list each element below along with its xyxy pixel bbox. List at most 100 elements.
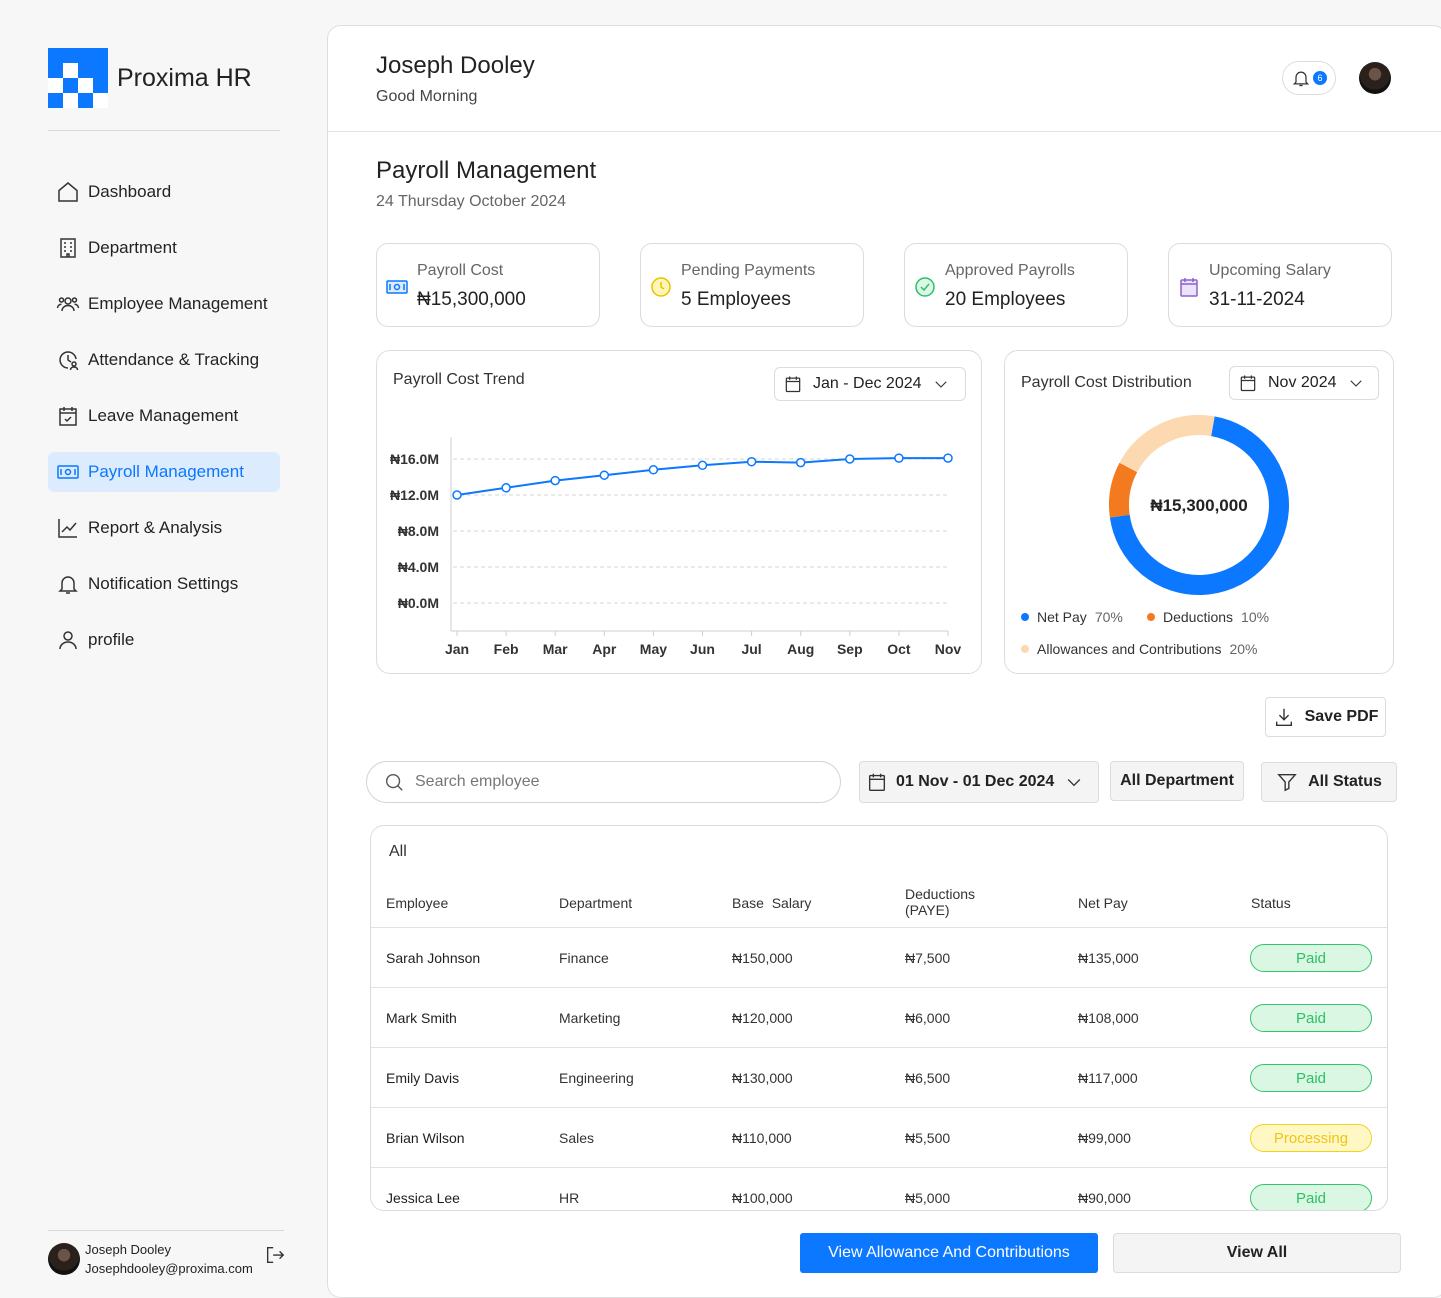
save-pdf-label: Save PDF	[1304, 708, 1379, 725]
table-header-divider	[371, 927, 1387, 928]
bell-icon	[1292, 71, 1310, 87]
cell-department: Engineering	[559, 1070, 634, 1086]
table-row[interactable]: Mark Smith Marketing ₦120,000 ₦6,000 ₦10…	[371, 988, 1387, 1048]
avatar[interactable]	[48, 1243, 80, 1275]
stat-card-pending-payments: Pending Payments 5 Employees	[640, 243, 864, 327]
stat-card-approved-payrolls: Approved Payrolls 20 Employees	[904, 243, 1128, 327]
date-range-select[interactable]: 01 Nov - 01 Dec 2024	[859, 761, 1099, 803]
status-badge: Paid	[1250, 1184, 1372, 1210]
status-filter[interactable]: All Status	[1261, 762, 1397, 802]
sidebar-item-employee-management[interactable]: Employee Management	[48, 284, 280, 324]
legend-pct: 10%	[1241, 609, 1270, 625]
clock-user-icon	[59, 351, 79, 371]
cell-deductions: ₦5,500	[905, 1130, 951, 1146]
distribution-period-value: Nov 2024	[1268, 374, 1337, 391]
department-filter[interactable]: All Department	[1110, 761, 1244, 801]
column-header-department: Department	[559, 895, 633, 911]
legend-dot	[1147, 613, 1155, 621]
calendar-icon	[1180, 278, 1198, 297]
clock-icon	[651, 277, 671, 297]
stat-label: Pending Payments	[681, 262, 816, 279]
logo-mark-icon	[48, 48, 108, 108]
search-input[interactable]	[415, 773, 815, 791]
cell-base-salary: ₦130,000	[732, 1070, 793, 1086]
status-badge: Paid	[1250, 1064, 1372, 1092]
cell-net-pay: ₦99,000	[1078, 1130, 1131, 1146]
donut-center-total: ₦15,300,000	[1150, 496, 1247, 515]
sidebar-item-leave-management[interactable]: Leave Management	[48, 396, 280, 436]
sidebar-item-label: Notification Settings	[88, 574, 239, 593]
sidebar-item-attendance[interactable]: Attendance & Tracking	[48, 340, 280, 380]
cell-employee: Emily Davis	[386, 1070, 460, 1086]
table-row[interactable]: Sarah Johnson Finance ₦150,000 ₦7,500 ₦1…	[371, 928, 1387, 988]
column-header-employee: Employee	[386, 895, 449, 911]
app-logo[interactable]: Proxima HR	[48, 48, 252, 108]
app-name: Proxima HR	[117, 63, 252, 92]
sidebar-item-dashboard[interactable]: Dashboard	[48, 172, 280, 212]
data-point	[746, 456, 757, 467]
view-allowance-button[interactable]: View Allowance And Contributions	[800, 1233, 1098, 1273]
logout-icon[interactable]	[264, 1244, 286, 1266]
sidebar-item-report-analysis[interactable]: Report & Analysis	[48, 508, 280, 548]
header-avatar[interactable]	[1359, 62, 1391, 94]
cell-base-salary: ₦150,000	[732, 950, 793, 966]
date-range-value: 01 Nov - 01 Dec 2024	[896, 773, 1055, 790]
chevron-down-icon	[1068, 779, 1081, 787]
trend-range-select[interactable]: Jan - Dec 2024	[774, 367, 966, 401]
legend-label: Net Pay	[1037, 609, 1087, 625]
sidebar-item-department[interactable]: Department	[48, 228, 280, 268]
data-point	[599, 470, 610, 480]
donut-slice-allowances-and-contributions	[1119, 415, 1215, 473]
x-tick-label: Mar	[543, 641, 568, 657]
cell-department: Finance	[559, 950, 609, 966]
search-box	[366, 761, 841, 803]
table-filter-tab-all[interactable]: All	[389, 843, 407, 860]
data-point	[452, 490, 462, 500]
sidebar-item-profile[interactable]: profile	[48, 620, 280, 660]
calendar-icon	[868, 773, 886, 791]
payroll-distribution-card: Payroll Cost Distribution Nov 2024 ₦15,3…	[1004, 350, 1394, 674]
home-icon	[58, 182, 78, 202]
bell-icon	[58, 576, 78, 594]
building-icon	[60, 238, 76, 258]
save-pdf-button[interactable]: Save PDF	[1265, 697, 1386, 737]
notifications-button[interactable]: 6	[1282, 61, 1336, 95]
chevron-down-icon	[934, 381, 947, 388]
x-tick-label: Jul	[741, 641, 761, 657]
legend-pct: 20%	[1229, 641, 1258, 657]
table-row[interactable]: Brian Wilson Sales ₦110,000 ₦5,500 ₦99,0…	[371, 1108, 1387, 1168]
sidebar-item-label: Department	[88, 238, 177, 257]
x-tick-label: Jun	[690, 641, 715, 657]
sidebar-item-payroll-management[interactable]: Payroll Management	[48, 452, 280, 492]
data-point	[795, 457, 806, 468]
sidebar-item-label: Report & Analysis	[88, 518, 223, 537]
cell-department: HR	[559, 1190, 580, 1206]
stat-value: 31-11-2024	[1209, 289, 1305, 310]
cell-net-pay: ₦90,000	[1078, 1190, 1131, 1206]
search-icon	[385, 773, 403, 791]
legend-label: Deductions	[1163, 609, 1234, 625]
cell-net-pay: ₦108,000	[1078, 1010, 1139, 1026]
cell-net-pay: ₦117,000	[1078, 1070, 1138, 1086]
data-point	[943, 453, 953, 463]
x-tick-label: Sep	[837, 641, 863, 657]
table-row[interactable]: Emily Davis Engineering ₦130,000 ₦6,500 …	[371, 1048, 1387, 1108]
legend-pct: 70%	[1094, 609, 1123, 625]
cell-employee: Sarah Johnson	[386, 950, 481, 966]
donut-slice-net-pay	[1109, 416, 1289, 595]
sidebar-item-notification-settings[interactable]: Notification Settings	[48, 564, 280, 604]
table-row[interactable]: Jessica Lee HR ₦100,000 ₦5,000 ₦90,000 P…	[371, 1168, 1387, 1210]
user-icon	[59, 631, 77, 650]
user-name: Joseph Dooley	[85, 1242, 171, 1257]
cell-employee: Mark Smith	[386, 1010, 457, 1026]
status-badge: Processing	[1250, 1124, 1372, 1152]
trend-range-value: Jan - Dec 2024	[813, 375, 922, 392]
distribution-period-select[interactable]: Nov 2024	[1229, 366, 1379, 400]
status-badge: Paid	[1250, 944, 1372, 972]
header-user-name: Joseph Dooley	[376, 52, 535, 79]
y-tick-label: ₦8.0M	[398, 523, 439, 539]
department-filter-label: All Department	[1120, 772, 1234, 789]
view-all-button[interactable]: View All	[1113, 1233, 1401, 1273]
trend-title: Payroll Cost Trend	[393, 371, 525, 388]
sidebar-footer-divider	[48, 1230, 284, 1231]
